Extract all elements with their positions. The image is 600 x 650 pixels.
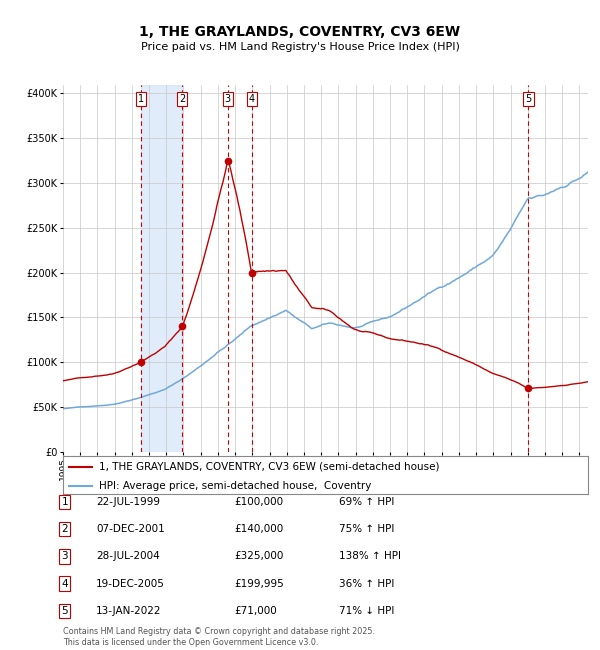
Text: 75% ↑ HPI: 75% ↑ HPI xyxy=(339,524,394,534)
Text: 5: 5 xyxy=(526,94,532,104)
Bar xyxy=(142,84,182,452)
Text: 19-DEC-2005: 19-DEC-2005 xyxy=(96,578,165,589)
Text: 1, THE GRAYLANDS, COVENTRY, CV3 6EW (semi-detached house): 1, THE GRAYLANDS, COVENTRY, CV3 6EW (sem… xyxy=(98,462,439,472)
Text: HPI: Average price, semi-detached house,  Coventry: HPI: Average price, semi-detached house,… xyxy=(98,481,371,491)
Text: 138% ↑ HPI: 138% ↑ HPI xyxy=(339,551,401,562)
Text: 4: 4 xyxy=(61,578,68,589)
Text: 07-DEC-2001: 07-DEC-2001 xyxy=(96,524,165,534)
Text: 4: 4 xyxy=(248,94,255,104)
Text: 2: 2 xyxy=(179,94,185,104)
Text: 3: 3 xyxy=(61,551,68,562)
Text: 1, THE GRAYLANDS, COVENTRY, CV3 6EW: 1, THE GRAYLANDS, COVENTRY, CV3 6EW xyxy=(139,25,461,39)
Text: 3: 3 xyxy=(224,94,231,104)
Text: 71% ↓ HPI: 71% ↓ HPI xyxy=(339,606,394,616)
Text: £199,995: £199,995 xyxy=(234,578,284,589)
Text: 36% ↑ HPI: 36% ↑ HPI xyxy=(339,578,394,589)
Text: 5: 5 xyxy=(61,606,68,616)
Text: 69% ↑ HPI: 69% ↑ HPI xyxy=(339,497,394,507)
Text: £100,000: £100,000 xyxy=(234,497,283,507)
Text: 22-JUL-1999: 22-JUL-1999 xyxy=(96,497,160,507)
Text: 1: 1 xyxy=(61,497,68,507)
Text: Contains HM Land Registry data © Crown copyright and database right 2025.
This d: Contains HM Land Registry data © Crown c… xyxy=(63,627,375,647)
Text: 2: 2 xyxy=(61,524,68,534)
Text: £325,000: £325,000 xyxy=(234,551,283,562)
Text: 1: 1 xyxy=(138,94,145,104)
Text: Price paid vs. HM Land Registry's House Price Index (HPI): Price paid vs. HM Land Registry's House … xyxy=(140,42,460,52)
Text: 13-JAN-2022: 13-JAN-2022 xyxy=(96,606,161,616)
Text: 28-JUL-2004: 28-JUL-2004 xyxy=(96,551,160,562)
Text: £140,000: £140,000 xyxy=(234,524,283,534)
Text: £71,000: £71,000 xyxy=(234,606,277,616)
